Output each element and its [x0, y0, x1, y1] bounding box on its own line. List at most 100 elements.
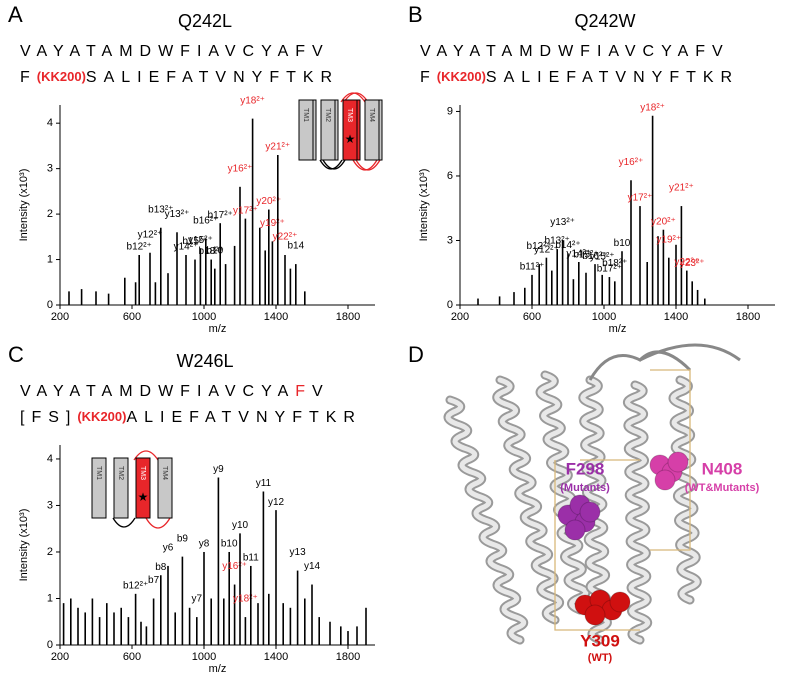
x-tick-label: 1800 — [336, 311, 360, 323]
tm-helix — [91, 457, 107, 519]
y-tick-label: 1 — [47, 253, 53, 265]
y-tick-label: 3 — [47, 163, 53, 175]
sequence-segment: (KK200) — [437, 69, 486, 84]
peak-label: b17²⁺ — [208, 210, 233, 221]
peak-label: y19²⁺ — [656, 234, 681, 245]
peak-label: y11 — [256, 478, 272, 489]
panel-letter: C — [8, 342, 24, 367]
y-tick-label: 9 — [447, 105, 453, 117]
peak-label: b14 — [287, 241, 304, 252]
peak-label: y20²⁺ — [651, 216, 676, 227]
peak-label: y14²⁺ — [174, 242, 199, 253]
peak-label: y19²⁺ — [260, 218, 285, 229]
peak-label: y20²⁺ — [256, 196, 281, 207]
helix-highlight — [537, 372, 589, 613]
panel-letter: A — [8, 2, 23, 27]
peak-label: y9 — [213, 464, 224, 475]
region-box — [554, 460, 640, 631]
sequence-segment: (KK200) — [37, 69, 86, 84]
sequence-segment: SALIEFATVNYFTKR — [486, 69, 739, 86]
y-tick-label: 0 — [47, 299, 53, 311]
tm-helix — [113, 457, 129, 519]
peak-label: b11²⁺ — [520, 262, 545, 273]
peak-label: y22²⁺ — [273, 232, 298, 243]
site-note: (WT) — [588, 652, 613, 664]
sequence-segment: F — [20, 69, 37, 86]
peak-label: y10 — [232, 520, 249, 531]
peak-label: b16²⁺ — [193, 216, 218, 227]
y-tick-label: 1 — [47, 592, 53, 604]
x-tick-label: 1400 — [264, 311, 288, 323]
chart-title: Q242L — [178, 11, 232, 31]
y-tick-label: 0 — [447, 299, 453, 311]
peak-label: b18²⁺ — [199, 246, 224, 257]
x-axis-label: m/z — [209, 663, 227, 675]
region-box — [650, 369, 691, 551]
peak-label: y17²⁺ — [233, 205, 258, 216]
sequence-line: VAYATAMDWFIAVCYAFV — [420, 43, 730, 60]
sequence-line: F(KK200)SALIEFATVNYFTKR — [20, 69, 339, 86]
peak-label: y16²⁺ — [228, 163, 253, 174]
tm-label: TM4 — [368, 108, 375, 122]
x-tick-label: 200 — [51, 311, 69, 323]
residue-atom — [584, 604, 606, 626]
x-tick-label: 600 — [523, 311, 541, 323]
y-tick-label: 3 — [447, 234, 453, 246]
tm-label: TM3 — [346, 108, 353, 122]
y-tick-label: 3 — [47, 499, 53, 511]
peak-label: y12 — [268, 497, 285, 508]
residue-atom — [654, 469, 676, 491]
peak-label: b15²⁺ — [182, 236, 207, 247]
x-tick-label: 600 — [123, 311, 141, 323]
x-tick-label: 1800 — [736, 311, 760, 323]
sequence-segment: VAYATAMDWFIAVCYAFV — [420, 43, 730, 60]
peak-label: y18²⁺ — [240, 95, 265, 106]
tm-label: TM2 — [117, 466, 124, 480]
mutation-star: ★ — [345, 132, 356, 146]
tm-helix — [364, 99, 380, 161]
sequence-segment: (KK200) — [77, 409, 126, 424]
peak-label: y22²⁺ — [674, 257, 699, 268]
sequence-segment: VAYATAMDWFIAVCYAFV — [20, 43, 330, 60]
peak-label: b11 — [243, 553, 259, 564]
y-tick-label: 2 — [47, 208, 53, 220]
residue-atom — [609, 591, 631, 613]
peak-label: y21²⁺ — [669, 183, 694, 194]
topology-inset: TM1 TM2 TM3 TM4 ★ — [298, 92, 380, 171]
peak-label: y18²⁺ — [233, 594, 258, 605]
site-note: (WT&Mutants) — [685, 482, 760, 494]
peak-label: y7 — [192, 594, 203, 605]
panel-letter: B — [408, 2, 423, 27]
peak-label: y15²⁺ — [590, 252, 615, 263]
residue-atom — [564, 519, 586, 541]
peak-label: b17²⁺ — [597, 264, 622, 275]
sequence-segment: VAYATAMDWFIAVCYA — [20, 383, 295, 400]
peak-label: y13 — [290, 547, 307, 558]
y-axis-label: Intensity (x10³) — [418, 169, 430, 242]
peak-label: b12²⁺ — [527, 241, 552, 252]
x-tick-label: 200 — [451, 311, 469, 323]
peak-label: b9 — [177, 533, 189, 544]
x-axis-label: m/z — [609, 323, 627, 335]
topology-inset: TM1 TM2 TM3 TM4 ★ — [91, 450, 173, 529]
helix-highlight — [670, 377, 700, 603]
loop — [340, 92, 366, 103]
y-axis-label: Intensity (x10³) — [18, 509, 30, 582]
x-tick-label: 1400 — [264, 651, 288, 663]
peak-label: b8 — [155, 562, 167, 573]
site-label: F298 — [566, 459, 605, 478]
peak-label: y8 — [199, 539, 210, 550]
sequence-line: VAYATAMDWFIAVCYAFV — [20, 383, 330, 400]
peak-label: y14 — [304, 561, 321, 572]
peak-label: b10 — [614, 238, 631, 249]
loop — [588, 350, 692, 381]
x-axis-label: m/z — [209, 323, 227, 335]
y-tick-label: 4 — [47, 117, 53, 129]
peak-label: y23²⁺ — [680, 258, 705, 269]
peak-label: y17²⁺ — [628, 193, 653, 204]
peak-label: b13²⁺ — [545, 236, 570, 247]
peak-label: y16²⁺ — [222, 561, 247, 572]
sequence-segment: [FS] — [20, 409, 77, 426]
peak-label: y12²⁺ — [138, 229, 163, 240]
